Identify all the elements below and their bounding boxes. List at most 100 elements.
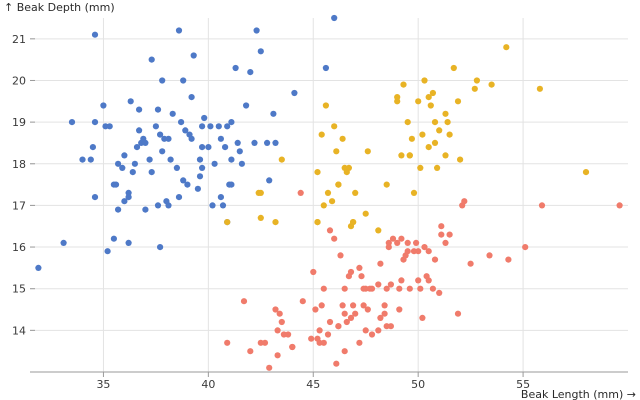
data-point [238,160,245,167]
data-point [219,202,227,209]
data-point [188,135,195,142]
data-point [404,119,411,126]
data-point [538,202,546,209]
data-point [396,285,403,292]
x-tick-label: 55 [516,378,530,391]
data-point [205,144,212,151]
data-point [142,139,149,146]
data-point [278,156,285,163]
data-point [240,298,248,305]
data-point [312,306,319,313]
data-point [377,260,384,267]
data-point [89,144,96,151]
data-point [199,144,206,151]
data-point [368,285,376,292]
data-point [410,189,418,196]
data-point [436,127,443,134]
data-point [228,156,235,163]
data-point [201,114,208,122]
data-point [375,281,382,288]
data-point [381,302,388,309]
data-point [385,239,392,246]
data-point [308,335,315,342]
data-point [125,239,132,246]
data-point [87,156,94,163]
data-point [442,110,449,117]
data-point [404,248,411,255]
data-point [232,64,239,72]
data-point [165,202,172,209]
data-point [199,123,206,130]
data-point [215,123,222,130]
data-point [503,44,510,51]
data-point [318,302,325,309]
data-point [329,198,336,205]
data-point [421,77,428,84]
x-axis-ticks: 35 40 45 50 55 [96,372,530,391]
data-point [337,252,344,259]
data-point [320,202,327,209]
data-point [68,119,76,126]
y-tick-label: 20 [12,74,26,87]
data-point [253,27,260,34]
data-point [257,189,264,196]
data-point [222,144,229,151]
data-point [110,235,117,242]
data-point [121,152,128,159]
data-point [505,256,512,263]
data-point [431,256,439,263]
data-point [326,318,334,326]
data-point [217,135,224,142]
y-tick-label: 16 [12,241,26,254]
data-point [224,219,231,226]
data-point [165,135,172,142]
data-point [471,85,478,92]
data-point [375,227,382,234]
data-point [383,285,390,292]
data-point [154,202,162,209]
data-point [100,102,107,109]
data-point [427,102,434,109]
data-point [362,327,369,334]
data-point [91,31,99,38]
data-point [310,268,317,276]
data-point [341,285,348,292]
y-tick-label: 17 [12,199,26,212]
data-point [438,231,445,238]
y-tick-label: 18 [12,158,26,171]
data-point [326,227,334,234]
data-point [436,289,443,296]
data-point [196,156,204,163]
data-point [413,239,420,246]
data-point [331,235,338,242]
data-point [387,281,394,288]
data-point [419,314,426,321]
data-point [180,177,187,184]
data-point [345,164,352,171]
data-point [228,119,235,126]
data-point [152,123,159,130]
y-tick-label: 21 [12,33,26,46]
data-point [322,102,329,109]
data-point [35,264,42,271]
data-point [278,318,285,326]
data-point [431,119,439,126]
data-point [148,56,155,63]
data-point [251,139,258,146]
data-point [131,160,138,167]
data-point [188,94,195,101]
data-point [358,273,365,280]
data-point [243,102,250,109]
data-point [257,214,264,221]
data-point [398,235,405,242]
data-point [173,164,180,171]
data-point [389,235,397,242]
data-point [129,169,136,176]
data-point [199,164,206,171]
data-points [35,14,623,371]
data-point [224,123,231,130]
data-point [339,135,346,142]
data-point [318,131,325,138]
data-point [408,135,415,142]
data-point [360,285,367,292]
